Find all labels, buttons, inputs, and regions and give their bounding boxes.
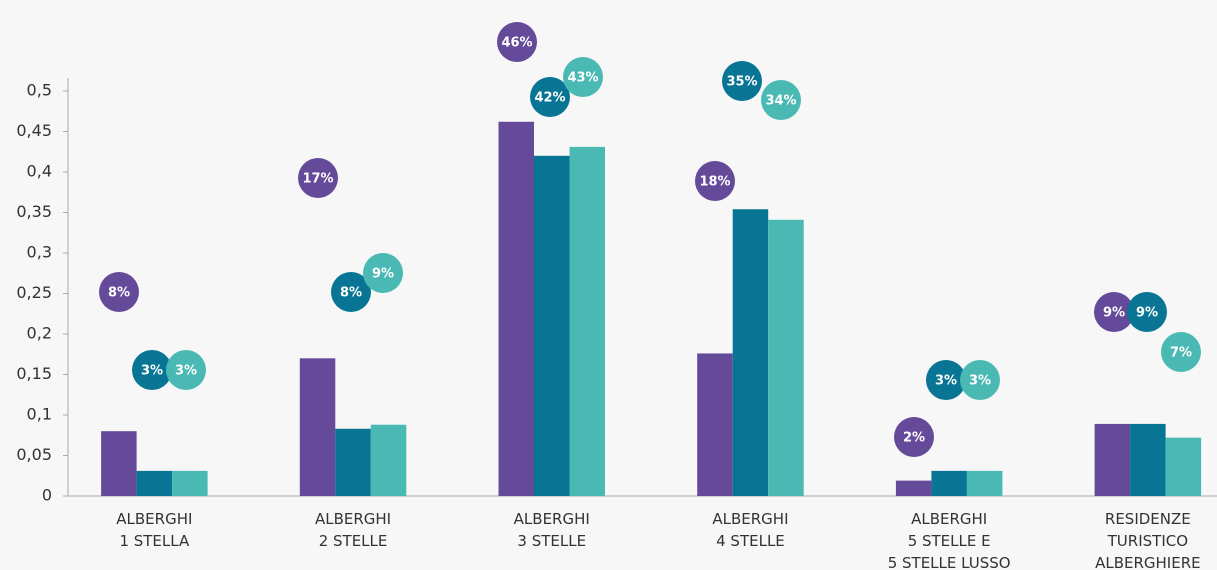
value-bubble <box>99 272 139 312</box>
value-label: 43% <box>567 71 598 86</box>
value-bubble <box>331 272 371 312</box>
value-label: 3% <box>935 374 957 389</box>
y-tick-label: 0,4 <box>27 162 52 181</box>
value-label: 17% <box>302 172 333 187</box>
bar <box>335 428 371 496</box>
value-label: 2% <box>903 431 925 446</box>
bar <box>498 121 534 496</box>
y-tick-label: 0,05 <box>16 445 52 464</box>
bar <box>768 219 804 497</box>
x-tick-line: ALBERGHI <box>116 510 192 528</box>
x-tick-line: ALBERGHIERE <box>1095 554 1201 570</box>
bar <box>966 470 1003 496</box>
x-tick-label: ALBERGHI 4 STELLE <box>712 510 788 550</box>
x-tick-line: 1 STELLA <box>119 532 190 550</box>
value-label: 8% <box>340 286 362 301</box>
value-bubble <box>960 360 1000 400</box>
value-label: 9% <box>1136 306 1158 321</box>
x-tick-line: 5 STELLE LUSSO <box>888 554 1011 570</box>
bar <box>931 470 967 496</box>
y-tick-label: 0,2 <box>27 324 52 343</box>
y-tick-label: 0,3 <box>27 243 52 262</box>
x-tick-line: 5 STELLE E <box>908 532 991 550</box>
bar <box>534 155 570 497</box>
x-tick-label: ALBERGHI 1 STELLA <box>116 510 192 550</box>
value-label: 46% <box>501 36 532 51</box>
x-tick-label: ALBERGHI 3 STELLE <box>514 510 590 550</box>
bar <box>172 470 208 496</box>
y-tick-label: 0,35 <box>16 202 52 221</box>
x-tick-line: ALBERGHI <box>315 510 391 528</box>
x-tick-label: ALBERGHI 2 STELLE <box>315 510 391 550</box>
value-bubble <box>1127 292 1167 332</box>
value-bubble <box>926 360 966 400</box>
bar <box>299 358 336 496</box>
value-label: 3% <box>175 364 197 379</box>
value-bubble <box>497 22 537 62</box>
value-bubble <box>761 80 801 120</box>
bar <box>697 353 733 496</box>
x-tick-label: ALBERGHI 5 STELLE E 5 STELLE LUSSO <box>888 510 1011 570</box>
value-bubble <box>894 417 934 457</box>
value-bubble <box>298 158 338 198</box>
value-bubble <box>166 350 206 390</box>
x-tick-line: 3 STELLE <box>517 532 586 550</box>
x-tick-line: 2 STELLE <box>319 532 388 550</box>
bar <box>1094 423 1131 496</box>
value-label: 3% <box>141 364 163 379</box>
bar <box>1130 423 1166 496</box>
value-bubble <box>563 57 603 97</box>
x-tick-label: RESIDENZE TURISTICO ALBERGHIERE <box>1095 510 1201 570</box>
value-label: 8% <box>108 286 130 301</box>
bar <box>101 431 137 496</box>
x-tick-line: ALBERGHI <box>911 510 987 528</box>
value-label: 42% <box>534 91 565 106</box>
value-bubble <box>695 161 735 201</box>
y-tick-label: 0,25 <box>16 283 52 302</box>
x-tick-line: ALBERGHI <box>514 510 590 528</box>
value-bubble <box>530 77 570 117</box>
y-tick-label: 0,45 <box>16 121 52 140</box>
y-tick-label: 0,15 <box>16 364 52 383</box>
value-label: 7% <box>1170 346 1192 361</box>
value-bubble <box>1094 292 1134 332</box>
bar <box>1165 437 1202 496</box>
value-label: 9% <box>1103 306 1125 321</box>
bar <box>569 146 605 496</box>
value-label: 35% <box>726 75 757 90</box>
y-tick-label: 0,1 <box>27 405 52 424</box>
value-label: 34% <box>765 94 796 109</box>
y-tick-label: 0 <box>42 486 52 505</box>
value-bubble <box>132 350 172 390</box>
bar <box>370 424 407 496</box>
value-bubble <box>1161 332 1201 372</box>
x-tick-line: TURISTICO <box>1107 532 1188 550</box>
bar <box>136 470 173 496</box>
value-bubble <box>722 61 762 101</box>
bar <box>895 480 932 496</box>
bar <box>732 209 769 496</box>
x-tick-line: ALBERGHI <box>712 510 788 528</box>
value-label: 18% <box>699 175 730 190</box>
y-tick-label: 0,5 <box>27 81 52 100</box>
value-label: 3% <box>969 374 991 389</box>
value-bubble <box>363 253 403 293</box>
value-label: 9% <box>372 267 394 282</box>
x-tick-line: RESIDENZE <box>1105 510 1191 528</box>
x-tick-line: 4 STELLE <box>716 532 785 550</box>
